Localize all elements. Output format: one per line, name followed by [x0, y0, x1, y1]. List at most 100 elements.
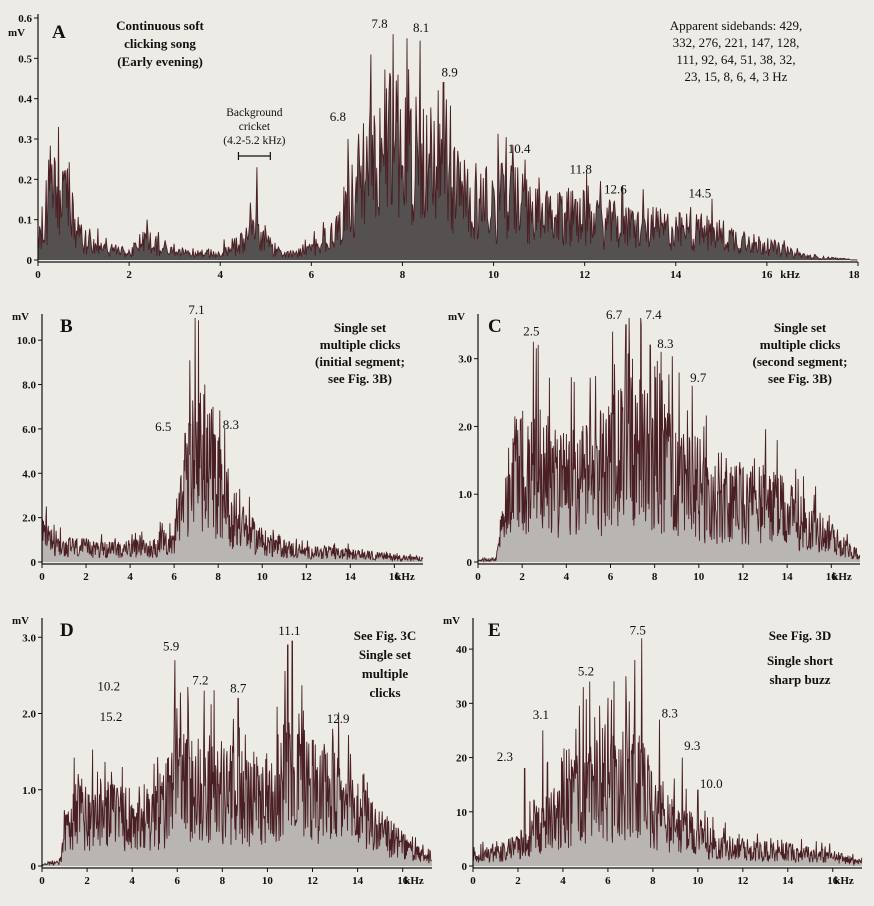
x-tick-label: 14 [345, 571, 357, 583]
y-tick-label: 0.3 [18, 134, 32, 146]
y-tick-label: 8.0 [22, 380, 36, 392]
sidebands-note-line: Apparent sidebands: 429, [670, 18, 803, 33]
panel-title-line: (Early evening) [117, 54, 203, 69]
panel-title-line: see Fig. 3B) [768, 371, 832, 386]
peak-label: 8.7 [230, 680, 247, 695]
y-tick-label: 2.0 [458, 421, 472, 433]
y-tick-label: 4.0 [22, 468, 36, 480]
spectrum-fill [478, 318, 860, 562]
y-tick-label: 10.0 [17, 335, 37, 347]
x-tick-label: 2 [519, 571, 525, 583]
peak-label: 7.2 [192, 673, 208, 688]
y-unit-label: mV [443, 615, 460, 627]
x-tick-label: 10 [262, 875, 274, 887]
peak-label: 7.4 [645, 307, 662, 322]
y-tick-label: 0.5 [18, 53, 32, 65]
panel-letter: A [52, 22, 66, 43]
y-tick-label: 30 [456, 698, 468, 710]
x-unit-label: kHz [834, 875, 854, 887]
peak-label: 6.5 [155, 419, 171, 434]
y-tick-label: 1.0 [22, 785, 36, 797]
spectrum-line [41, 640, 433, 867]
panel-title-line: multiple clicks [760, 337, 841, 352]
sidebands-note-line: 332, 276, 221, 147, 128, [673, 35, 800, 50]
peak-label: 6.8 [330, 109, 346, 124]
peak-label: 11.8 [570, 161, 592, 176]
x-tick-label: 12 [737, 875, 749, 887]
x-tick-label: 12 [737, 571, 749, 583]
y-tick-label: 0 [462, 861, 468, 873]
panel-title-line: See Fig. 3D [769, 628, 831, 643]
x-tick-label: 0 [39, 875, 45, 887]
panel-title-line: Single set [359, 647, 412, 662]
x-tick-label: 16 [389, 571, 401, 583]
x-tick-label: 8 [220, 875, 226, 887]
panel-letter: E [488, 620, 501, 641]
y-tick-label: 6.0 [22, 424, 36, 436]
y-tick-label: 0.4 [18, 94, 32, 106]
x-tick-label: 6 [605, 875, 611, 887]
peak-label: 7.8 [371, 16, 387, 31]
y-unit-label: mV [448, 311, 465, 323]
peak-label: 8.9 [441, 65, 457, 80]
x-tick-label: 16 [397, 875, 409, 887]
peak-label: 10.4 [508, 141, 531, 156]
panel-title-line: Single set [774, 320, 827, 335]
peak-label: 3.1 [533, 707, 549, 722]
y-tick-label: 0 [27, 255, 33, 267]
x-tick-label: 16 [826, 571, 838, 583]
y-tick-label: 0 [31, 861, 37, 873]
x-tick-label: 16 [761, 269, 773, 281]
panel-title-line: (second segment; [753, 354, 848, 369]
y-tick-label: 0 [31, 557, 37, 569]
x-tick-label: 10 [488, 269, 500, 281]
x-tick-label: 8 [652, 571, 658, 583]
panel-title-line: see Fig. 3B) [328, 371, 392, 386]
x-tick-label: 10 [692, 875, 704, 887]
x-tick-label: 4 [564, 571, 570, 583]
x-tick-label: 14 [352, 875, 364, 887]
panel-title-line: (initial segment; [315, 354, 405, 369]
y-tick-label: 2.0 [22, 513, 36, 525]
x-tick-label: 4 [217, 269, 223, 281]
peak-label: 10.2 [97, 679, 120, 694]
spectrum-line [477, 317, 861, 564]
peak-label: 12.9 [327, 711, 350, 726]
cricket-annotation-line: Background [226, 107, 282, 119]
panel-title-line: clicks [369, 685, 400, 700]
y-tick-label: 10 [456, 807, 468, 819]
peak-label: 11.1 [278, 623, 300, 638]
panel-a: 0 0.1 0.2 0.3 0.4 0.5 0.6 0 2 4 6 8 10 12 14 16 18 kHz mV A… [8, 13, 860, 281]
x-tick-label: 0 [35, 269, 41, 281]
x-tick-label: 2 [84, 875, 90, 887]
y-tick-label: 2.0 [22, 709, 36, 721]
x-tick-label: 6 [309, 269, 315, 281]
x-tick-label: 0 [39, 571, 45, 583]
peak-label: 8.3 [657, 336, 673, 351]
y-tick-label: 3.0 [458, 354, 472, 366]
panel-title-line: See Fig. 3C [354, 628, 416, 643]
y-tick-label: 0.1 [18, 215, 32, 227]
x-unit-label: kHz [832, 571, 852, 583]
x-tick-label: 16 [827, 875, 839, 887]
peak-label: 8.3 [223, 417, 239, 432]
y-unit-label: mV [12, 311, 29, 323]
y-tick-label: 20 [456, 753, 468, 765]
x-tick-label: 12 [307, 875, 319, 887]
x-tick-label: 6 [608, 571, 614, 583]
y-unit-label: mV [8, 27, 25, 39]
cricket-annotation-line: cricket [239, 121, 271, 133]
peak-label: 12.6 [604, 182, 627, 197]
spectrum-line [41, 317, 424, 563]
x-tick-label: 6 [175, 875, 181, 887]
spectrum-line [37, 34, 858, 261]
panel-title-line: Single set [334, 320, 387, 335]
x-tick-label: 8 [650, 875, 656, 887]
x-tick-label: 12 [301, 571, 313, 583]
y-tick-label: 0.2 [18, 174, 32, 186]
peak-label: 7.5 [630, 622, 646, 637]
x-tick-label: 14 [782, 571, 794, 583]
x-tick-label: 14 [782, 875, 794, 887]
